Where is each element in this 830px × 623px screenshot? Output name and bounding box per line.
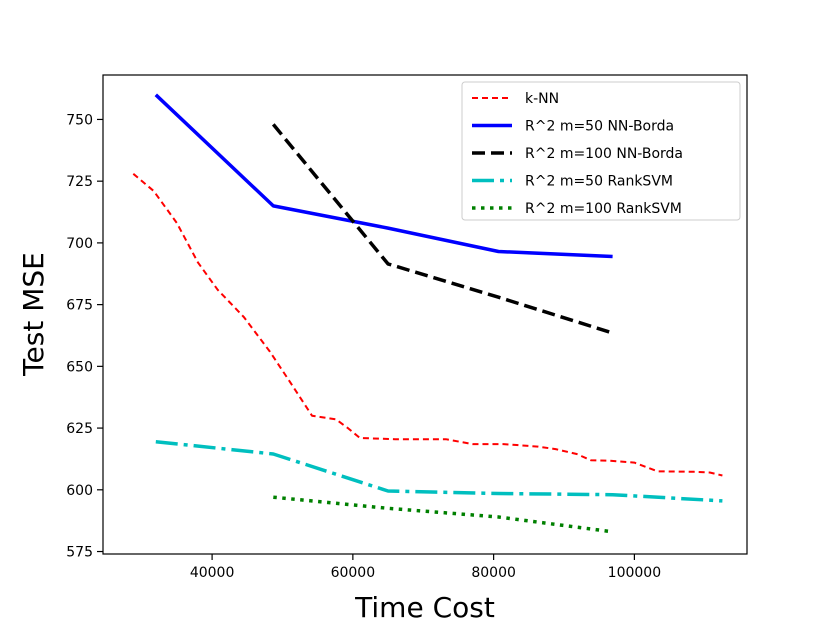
y-tick-label: 625 — [66, 421, 93, 437]
legend-label-1: k-NN — [525, 91, 559, 107]
legend-label-5: R^2 m=100 RankSVM — [525, 201, 682, 217]
y-tick-label: 600 — [66, 483, 93, 499]
y-tick-label: 575 — [66, 545, 93, 561]
y-tick-label: 725 — [66, 174, 93, 190]
legend-label-3: R^2 m=100 NN-Borda — [525, 146, 683, 162]
x-tick-label: 60000 — [331, 565, 376, 581]
y-axis-ticks: 575 600 625 650 675 700 725 750 — [66, 112, 103, 561]
plot-frame — [102, 74, 748, 555]
series-line-5 — [273, 495, 613, 534]
y-tick-label: 650 — [66, 359, 93, 375]
x-axis-label: Time Cost — [354, 591, 495, 623]
series-line-3 — [271, 123, 614, 335]
y-tick-label: 675 — [66, 298, 93, 314]
legend: k-NN R^2 m=50 NN-Borda R^2 m=100 NN-Borda R… — [461, 81, 741, 221]
y-tick-label: 750 — [66, 112, 93, 128]
y-axis-label: Test MSE — [17, 252, 50, 377]
plot-lines — [132, 93, 723, 534]
x-tick-label: 100000 — [608, 565, 661, 581]
x-tick-label: 40000 — [190, 565, 235, 581]
x-axis-ticks: 40000 60000 80000 100000 — [190, 554, 661, 581]
series-line-2 — [154, 93, 613, 259]
series-line-1 — [132, 173, 723, 477]
legend-label-4: R^2 m=50 RankSVM — [525, 174, 673, 190]
y-tick-label: 700 — [66, 236, 93, 252]
legend-label-2: R^2 m=50 NN-Borda — [525, 119, 674, 135]
x-tick-label: 80000 — [471, 565, 516, 581]
legend-box — [461, 81, 741, 221]
series-line-4 — [155, 439, 723, 503]
